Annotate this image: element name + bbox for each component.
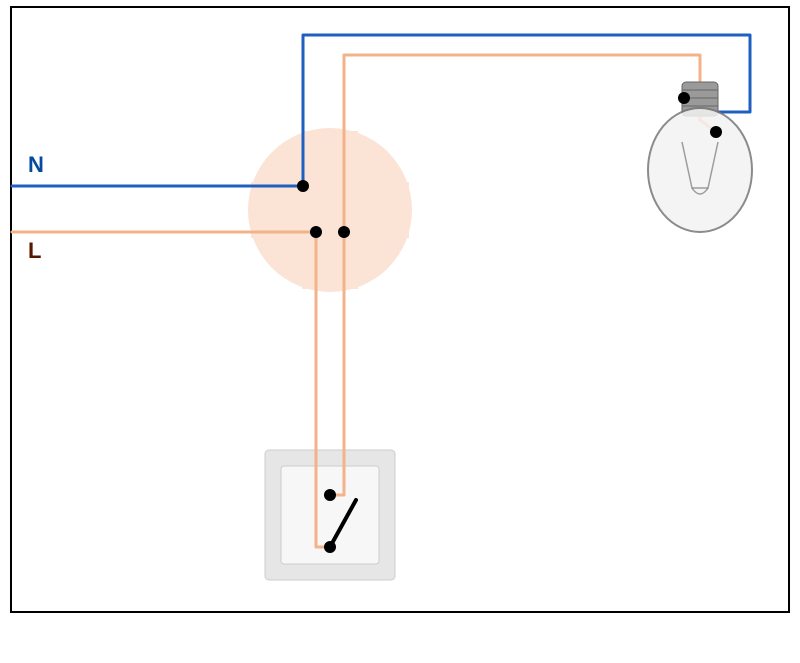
junction-box: [248, 128, 412, 292]
diagram-frame: NL: [0, 0, 800, 663]
label-live: L: [28, 238, 41, 263]
node-bulb_l: [710, 126, 722, 138]
node-bulb_n: [678, 92, 690, 104]
node-n1: [297, 180, 309, 192]
light-switch[interactable]: [265, 450, 395, 580]
node-sw_bot: [324, 541, 336, 553]
node-sw_top: [324, 489, 336, 501]
wiring-diagram: NL: [0, 0, 800, 663]
light-bulb: [648, 82, 752, 232]
label-neutral: N: [28, 152, 44, 177]
node-n3: [338, 226, 350, 238]
node-n2: [310, 226, 322, 238]
